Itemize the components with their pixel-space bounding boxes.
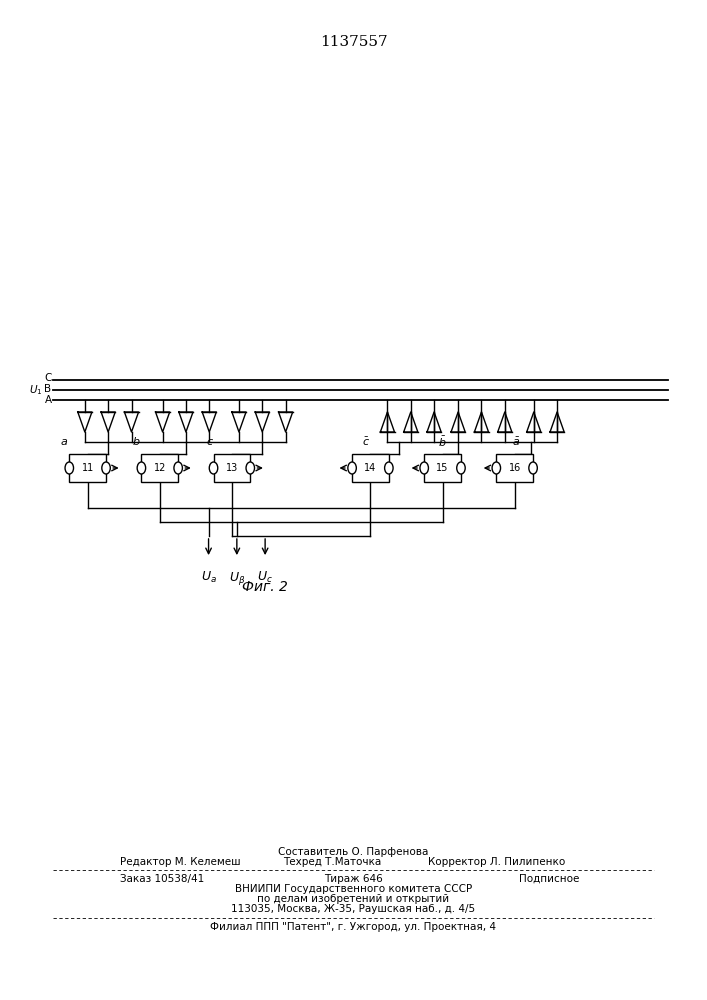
Text: 113035, Москва, Ж-35, Раушская наб., д. 4/5: 113035, Москва, Ж-35, Раушская наб., д. … [231,904,476,914]
Bar [424,454,461,482]
Text: c: c [206,437,212,447]
Text: $\bar{b}$: $\bar{b}$ [438,435,446,449]
Text: 16: 16 [508,463,521,473]
Text: b: b [133,437,140,447]
Text: Тираж 646: Тираж 646 [324,874,383,884]
Circle shape [209,462,218,474]
Bar [69,454,106,482]
Text: 11: 11 [81,463,94,473]
Text: $U_c$: $U_c$ [257,570,273,585]
Circle shape [174,462,182,474]
Text: Заказ 10538/41: Заказ 10538/41 [120,874,204,884]
Text: Фиг. 2: Фиг. 2 [243,580,288,594]
Text: $U_a$: $U_a$ [201,570,216,585]
Circle shape [420,462,428,474]
Text: 15: 15 [436,463,449,473]
Circle shape [529,462,537,474]
Text: 14: 14 [364,463,377,473]
Text: Техред Т.Маточка: Техред Т.Маточка [284,857,381,867]
Circle shape [65,462,74,474]
Bar [352,454,389,482]
Circle shape [102,462,110,474]
Text: $\bar{a}$: $\bar{a}$ [512,436,520,448]
Text: Подписное: Подписное [520,874,580,884]
Text: Корректор Л. Пилипенко: Корректор Л. Пилипенко [428,857,566,867]
Text: $U_\beta$: $U_\beta$ [228,570,245,587]
Text: A: A [45,395,52,405]
Text: $\bar{c}$: $\bar{c}$ [362,436,370,448]
Text: 13: 13 [226,463,238,473]
Text: 1137557: 1137557 [320,35,387,49]
Text: $U_1$: $U_1$ [29,383,42,397]
Circle shape [348,462,356,474]
Text: 12: 12 [153,463,166,473]
Text: Филиал ППП "Патент", г. Ужгород, ул. Проектная, 4: Филиал ППП "Патент", г. Ужгород, ул. Про… [211,922,496,932]
Bar [496,454,533,482]
Text: B: B [45,384,52,394]
Circle shape [246,462,255,474]
Text: Составитель О. Парфенова: Составитель О. Парфенова [279,847,428,857]
Circle shape [137,462,146,474]
Text: ВНИИПИ Государственного комитета СССР: ВНИИПИ Государственного комитета СССР [235,884,472,894]
Bar [214,454,250,482]
Circle shape [492,462,501,474]
Text: Редактор М. Келемеш: Редактор М. Келемеш [120,857,241,867]
Bar [141,454,178,482]
Circle shape [457,462,465,474]
Circle shape [385,462,393,474]
Text: по делам изобретений и открытий: по делам изобретений и открытий [257,894,450,904]
Text: a: a [60,437,67,447]
Text: C: C [45,373,52,383]
